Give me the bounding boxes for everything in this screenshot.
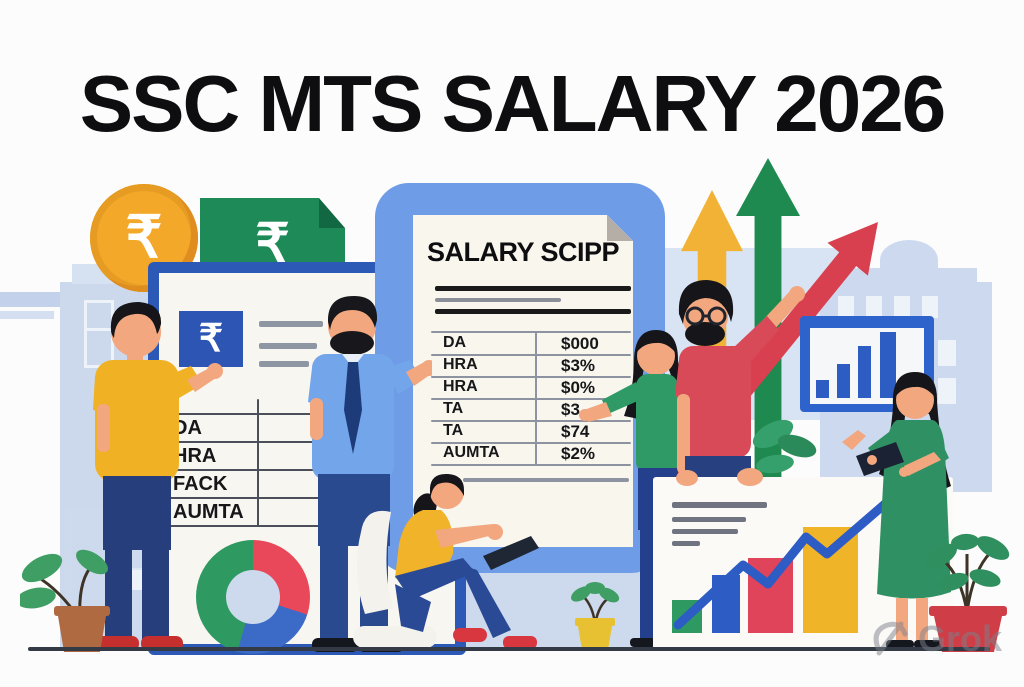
table-line: [431, 442, 631, 444]
grok-logo-icon: [873, 621, 908, 656]
watermark: Grok: [868, 618, 1002, 660]
table-line: [431, 464, 631, 466]
building-window: [894, 296, 910, 318]
table-divider: [535, 331, 537, 466]
text-line: [259, 321, 323, 327]
slip-row-value: $2%: [561, 444, 596, 463]
table-line: [167, 525, 451, 527]
bar: [816, 380, 829, 398]
background-band-left-2: [0, 311, 54, 319]
building-window: [938, 378, 956, 404]
slip-rule: [435, 286, 631, 291]
rupee-symbol: ₹: [125, 205, 163, 270]
potted-plant-center: [571, 582, 620, 650]
page-title: SSC MTS SALARY 2026: [79, 59, 947, 148]
slip-row-label: TA: [443, 400, 464, 417]
ground-line: [28, 647, 990, 651]
table-line: [431, 331, 631, 333]
slip-row-value: $74: [561, 422, 590, 441]
building-window: [866, 296, 882, 318]
table-line: [167, 497, 451, 499]
background-building-right-ledge: [845, 268, 977, 282]
person-yellow-shirt-man: [93, 302, 223, 651]
table-line: [431, 354, 631, 356]
hand-on-card: [676, 470, 698, 486]
slip-rule: [435, 309, 631, 314]
building-window: [938, 340, 956, 366]
bar: [880, 332, 896, 398]
building-window: [922, 296, 938, 318]
rupee-symbol: ₹: [198, 318, 224, 360]
slip-rule: [463, 478, 629, 482]
text-line: [259, 361, 309, 367]
building-window: [838, 296, 854, 318]
slip-row-label: HRA: [443, 356, 478, 373]
person-sitting-woman: [353, 473, 539, 649]
table-line: [431, 398, 631, 400]
potted-plant-left: [20, 549, 110, 652]
table-line: [167, 441, 451, 443]
bar: [858, 346, 871, 398]
bar: [837, 364, 850, 398]
bar-chart-plot: [810, 328, 924, 404]
table-divider: [257, 399, 259, 527]
rupee-badge-icon: ₹: [179, 311, 243, 367]
slip-row-label: TA: [443, 422, 464, 439]
doc-row-label: HRA: [173, 445, 217, 467]
doc-row-label: DA: [173, 417, 202, 439]
hand-on-card: [737, 468, 763, 486]
donut-hole: [226, 570, 280, 624]
text-line: [259, 343, 317, 349]
table-line: [167, 413, 451, 415]
slip-rule: [435, 298, 561, 302]
slip-row-label: AUMTA: [443, 444, 500, 461]
slip-row-label: DA: [443, 334, 467, 351]
note-fold-corner: [319, 198, 345, 228]
text-line: [672, 541, 700, 546]
slip-row-value: $3%: [561, 356, 596, 375]
table-line: [431, 420, 631, 422]
slip-row-value: $000: [561, 334, 599, 353]
slip-row-value: $3: [561, 400, 580, 419]
plant-leaves: [752, 419, 817, 474]
potted-plant-right: [925, 533, 1010, 652]
table-line: [431, 376, 631, 378]
slip-title: SALARY SCIPP: [426, 237, 620, 267]
donut-chart: [196, 540, 310, 654]
text-line: [672, 502, 767, 508]
table-line: [167, 469, 451, 471]
slip-row-label: HRA: [443, 378, 478, 395]
watermark-text: Grok: [918, 618, 1003, 659]
doc-row-label: AUMTA: [173, 501, 244, 523]
doc-row-label: FACK: [173, 473, 228, 495]
building-window-bar: [84, 328, 114, 331]
slip-row-value: $0%: [561, 378, 596, 397]
text-line: [672, 529, 738, 534]
text-line: [672, 517, 746, 522]
